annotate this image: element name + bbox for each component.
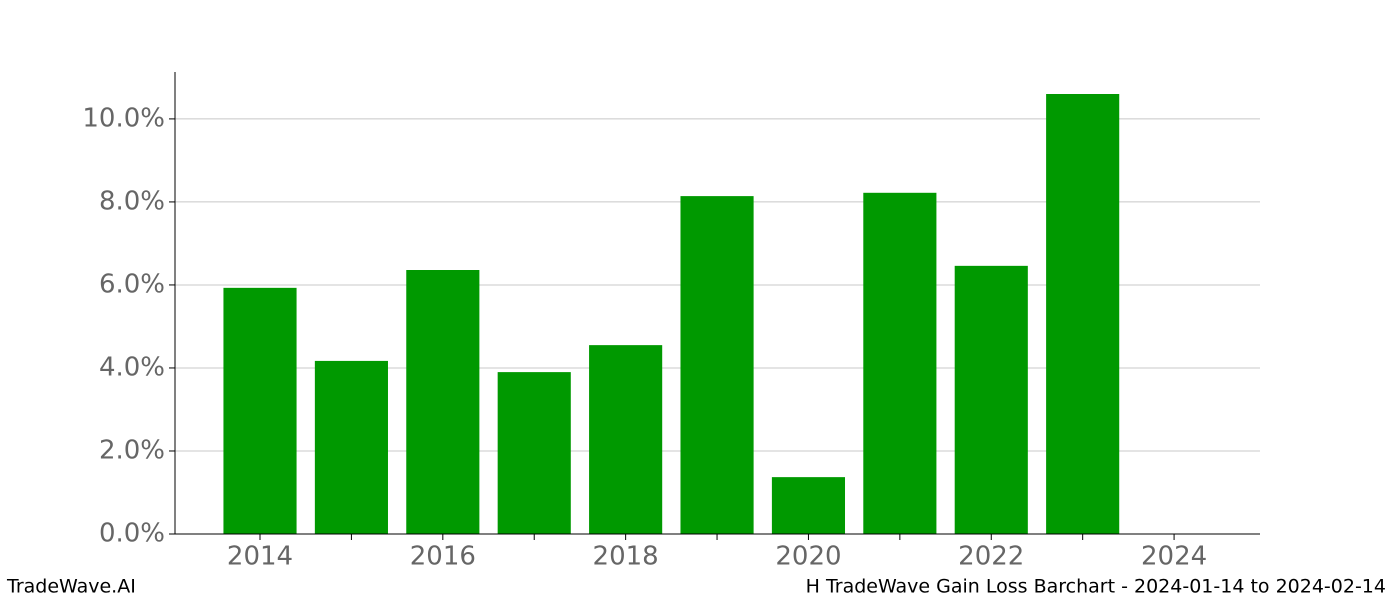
footer-left: TradeWave.AI xyxy=(6,576,136,598)
x-tick-label: 2024 xyxy=(1141,542,1207,572)
bar xyxy=(954,265,1028,534)
x-tick-label: 2016 xyxy=(410,542,476,572)
bar xyxy=(314,360,388,534)
x-tick-label: 2018 xyxy=(593,542,659,572)
x-tick-label: 2014 xyxy=(227,542,293,572)
y-tick-label: 2.0% xyxy=(99,435,165,465)
bar xyxy=(406,270,480,534)
bar xyxy=(223,287,297,534)
bar xyxy=(1046,94,1120,534)
bar xyxy=(680,196,754,534)
x-tick-label: 2020 xyxy=(775,542,841,572)
y-tick-label: 0.0% xyxy=(99,519,165,549)
footer-right: H TradeWave Gain Loss Barchart - 2024-01… xyxy=(806,576,1386,598)
bar xyxy=(771,477,846,534)
bar xyxy=(863,192,937,534)
bar xyxy=(589,345,663,534)
y-tick-label: 8.0% xyxy=(99,186,165,216)
y-tick-label: 10.0% xyxy=(82,103,165,133)
y-tick-label: 6.0% xyxy=(99,269,165,299)
x-tick-label: 2022 xyxy=(958,542,1024,572)
bar xyxy=(497,372,571,534)
y-tick-label: 4.0% xyxy=(99,352,165,382)
